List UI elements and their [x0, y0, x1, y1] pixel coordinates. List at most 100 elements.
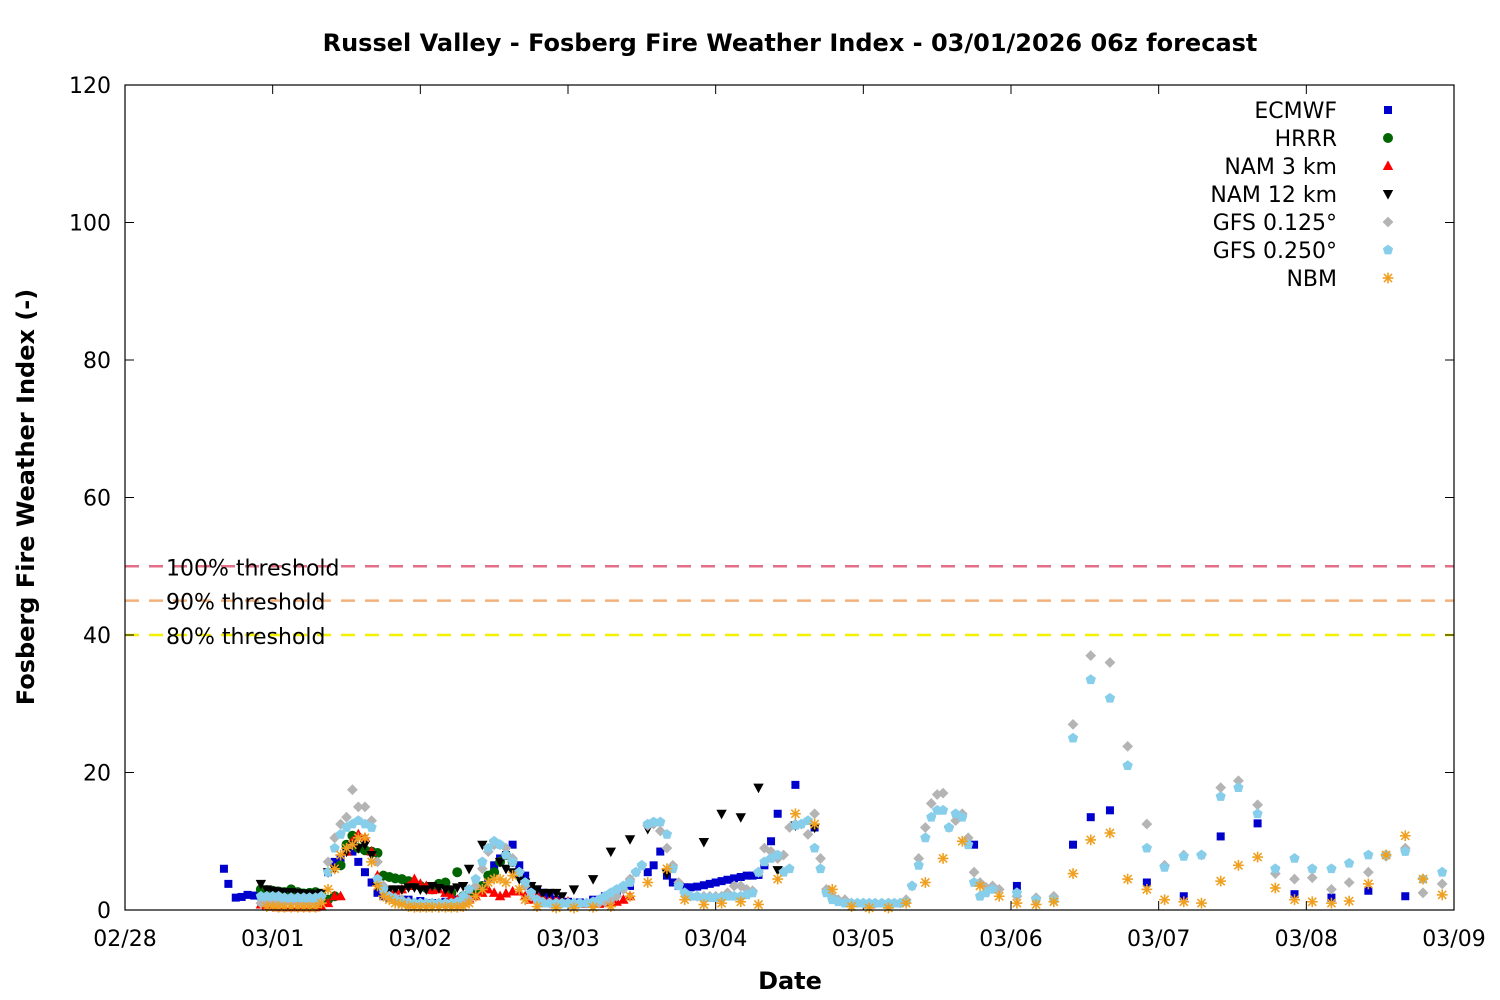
data-point [735, 896, 747, 908]
data-point [500, 864, 512, 875]
data-point-stroke [1031, 899, 1041, 910]
threshold-lines: 100% threshold 90% threshold 80% threshold [125, 556, 1454, 650]
legend-marker-stroke [1383, 273, 1393, 283]
data-point [1362, 866, 1374, 878]
legend-label: NAM 12 km [1210, 183, 1337, 208]
data-point [243, 890, 252, 899]
data-point [477, 856, 488, 867]
data-point [1122, 873, 1134, 885]
data-point [913, 853, 925, 864]
data-point [802, 828, 814, 840]
data-point [446, 890, 457, 901]
data-point [1159, 862, 1170, 872]
data-point [1417, 887, 1429, 899]
data-point-stroke [994, 891, 1004, 901]
data-point [494, 839, 506, 850]
data-point [1141, 818, 1153, 830]
data-point [359, 801, 371, 813]
data-point [366, 856, 378, 868]
data-point [366, 815, 378, 827]
data-point [372, 873, 383, 884]
data-point [680, 883, 689, 892]
data-point [1178, 851, 1189, 861]
y-tick-label: 120 [69, 74, 111, 99]
data-point-stroke [625, 891, 635, 901]
data-point [335, 829, 346, 839]
data-point [742, 871, 751, 880]
legend-marker [1382, 190, 1394, 200]
data-point [913, 859, 924, 870]
data-point-stroke [471, 891, 481, 901]
data-point [458, 890, 469, 901]
data-point [656, 847, 665, 856]
data-point-stroke [1159, 895, 1170, 905]
data-point [1290, 890, 1299, 899]
data-point [470, 873, 481, 884]
data-point [925, 798, 937, 809]
data-point [490, 861, 499, 870]
data-point [322, 856, 334, 868]
data-point [636, 859, 647, 870]
data-point [1122, 740, 1134, 752]
x-tick-label: 03/04 [684, 927, 747, 952]
data-point [373, 888, 382, 897]
data-point [550, 902, 562, 914]
data-point [1067, 868, 1079, 879]
data-point [735, 813, 746, 823]
data-point [1306, 872, 1318, 884]
data-point [1085, 650, 1097, 662]
data-point [1436, 878, 1448, 890]
data-point [1196, 849, 1207, 860]
data-point [693, 882, 702, 891]
data-point [477, 840, 488, 851]
data-point [457, 881, 469, 892]
data-point [668, 878, 677, 887]
x-tick-label: 03/09 [1422, 927, 1485, 952]
data-point-stroke [1326, 898, 1337, 908]
data-point-stroke [323, 884, 333, 894]
data-point [717, 877, 726, 886]
data-point [685, 890, 696, 901]
data-point-stroke [1216, 876, 1226, 886]
data-point [883, 902, 894, 914]
data-point [1141, 842, 1152, 853]
y-tick-label: 60 [83, 487, 111, 512]
data-point [463, 897, 475, 909]
data-point [255, 879, 267, 890]
data-point [315, 897, 327, 909]
data-point [920, 832, 931, 843]
data-point-stroke [920, 877, 930, 888]
y-tick-label: 80 [83, 349, 111, 374]
data-point [1011, 887, 1022, 898]
data-point [753, 866, 764, 877]
data-point [772, 866, 783, 876]
data-point [1269, 882, 1281, 894]
data-point [360, 868, 369, 877]
data-point [699, 881, 708, 890]
data-point [372, 880, 383, 892]
data-point [1233, 775, 1244, 787]
data-point [1048, 896, 1060, 908]
data-point [1215, 875, 1227, 887]
data-point [993, 883, 1005, 895]
data-point [513, 883, 525, 895]
data-point [537, 888, 549, 899]
data-point [957, 811, 968, 822]
data-point-stroke [736, 897, 746, 907]
data-point [1253, 819, 1262, 828]
data-point-stroke [1381, 850, 1391, 860]
data-point [1401, 892, 1410, 901]
legend-label: NAM 3 km [1224, 155, 1337, 180]
data-point [494, 857, 506, 868]
data-point [784, 863, 795, 874]
data-point [630, 866, 642, 877]
data-point [329, 842, 340, 853]
data-point-stroke [532, 901, 542, 912]
data-point [1086, 813, 1095, 822]
data-point [747, 887, 758, 898]
data-point [937, 804, 949, 815]
data-point [488, 887, 500, 897]
data-point [1252, 808, 1263, 819]
data-point [1326, 863, 1337, 874]
data-point [618, 894, 629, 904]
